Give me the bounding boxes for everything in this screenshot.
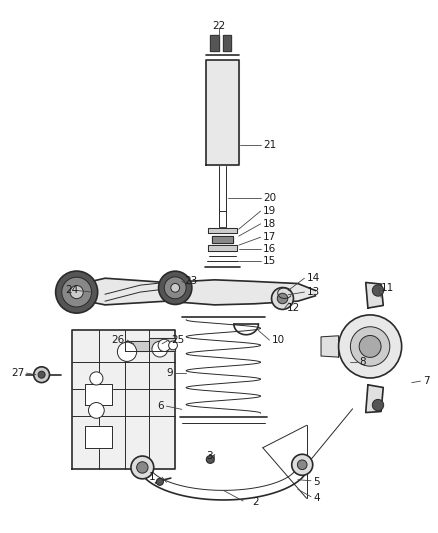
Circle shape	[339, 315, 402, 378]
Text: 14: 14	[307, 273, 320, 283]
Circle shape	[34, 367, 49, 383]
Text: 23: 23	[184, 277, 197, 286]
Circle shape	[292, 454, 313, 475]
Polygon shape	[85, 384, 112, 405]
Text: 9: 9	[166, 368, 173, 378]
Circle shape	[158, 339, 170, 352]
Polygon shape	[366, 385, 383, 413]
Circle shape	[159, 271, 192, 304]
Circle shape	[70, 286, 83, 298]
Text: 22: 22	[212, 21, 226, 30]
Text: 7: 7	[423, 376, 429, 386]
Polygon shape	[223, 35, 231, 51]
Circle shape	[372, 399, 384, 411]
Text: 19: 19	[263, 206, 276, 216]
Circle shape	[152, 341, 168, 357]
Text: 2: 2	[252, 497, 258, 507]
Polygon shape	[366, 282, 383, 308]
Text: 26: 26	[112, 335, 125, 345]
Polygon shape	[208, 245, 237, 251]
Polygon shape	[321, 336, 339, 357]
Text: 15: 15	[263, 256, 276, 266]
Circle shape	[137, 462, 148, 473]
Polygon shape	[206, 60, 239, 165]
Circle shape	[131, 456, 154, 479]
Polygon shape	[149, 338, 175, 351]
Text: 10: 10	[272, 335, 285, 345]
Text: 27: 27	[11, 368, 24, 378]
Circle shape	[90, 372, 103, 385]
Circle shape	[359, 335, 381, 358]
Text: 1: 1	[149, 472, 155, 482]
Circle shape	[156, 478, 163, 486]
Text: 21: 21	[263, 140, 276, 150]
Polygon shape	[85, 426, 112, 448]
Polygon shape	[68, 278, 315, 305]
Circle shape	[272, 287, 293, 310]
Circle shape	[372, 285, 384, 296]
Circle shape	[117, 342, 137, 361]
Circle shape	[56, 271, 98, 313]
Polygon shape	[125, 341, 149, 351]
Circle shape	[38, 371, 45, 378]
Text: 4: 4	[313, 494, 320, 503]
Circle shape	[297, 460, 307, 470]
Circle shape	[88, 402, 104, 418]
Text: 13: 13	[307, 287, 320, 297]
Text: 11: 11	[381, 283, 394, 293]
Text: 25: 25	[171, 335, 184, 345]
Text: 12: 12	[287, 303, 300, 313]
Circle shape	[350, 327, 390, 366]
Circle shape	[164, 277, 186, 299]
Circle shape	[171, 284, 180, 292]
Polygon shape	[208, 228, 237, 233]
Circle shape	[277, 293, 288, 304]
Text: 24: 24	[66, 286, 79, 295]
Text: 6: 6	[158, 401, 164, 411]
Polygon shape	[72, 330, 175, 469]
Circle shape	[169, 341, 177, 350]
Text: 20: 20	[263, 193, 276, 203]
Text: 17: 17	[263, 232, 276, 242]
Text: 3: 3	[206, 451, 212, 461]
Polygon shape	[210, 35, 219, 51]
Text: 16: 16	[263, 245, 276, 254]
Circle shape	[206, 456, 214, 463]
Text: 18: 18	[263, 219, 276, 229]
Polygon shape	[212, 236, 233, 243]
Text: 8: 8	[359, 358, 366, 367]
Circle shape	[62, 277, 92, 307]
Text: 5: 5	[313, 478, 320, 487]
